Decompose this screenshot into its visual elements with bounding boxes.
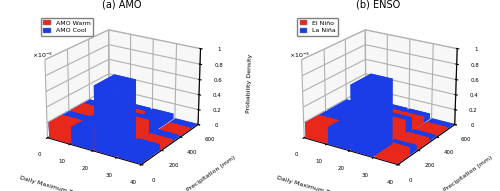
X-axis label: Daily Maximum Temperature (°C): Daily Maximum Temperature (°C) bbox=[20, 175, 122, 191]
Legend: AMO Warm, AMO Cool: AMO Warm, AMO Cool bbox=[40, 18, 93, 36]
Legend: El Niño, La Niña: El Niño, La Niña bbox=[297, 18, 339, 36]
X-axis label: Daily Maximum Temperature (°C): Daily Maximum Temperature (°C) bbox=[276, 175, 378, 191]
Y-axis label: Daily Precipitation (mm): Daily Precipitation (mm) bbox=[171, 155, 236, 191]
Y-axis label: Daily Precipitation (mm): Daily Precipitation (mm) bbox=[428, 155, 493, 191]
Title: (b) ENSO: (b) ENSO bbox=[356, 0, 401, 10]
Title: (a) AMO: (a) AMO bbox=[102, 0, 142, 10]
Text: $\times10^{-3}$: $\times10^{-3}$ bbox=[32, 51, 54, 60]
Text: $\times10^{-3}$: $\times10^{-3}$ bbox=[289, 51, 310, 60]
